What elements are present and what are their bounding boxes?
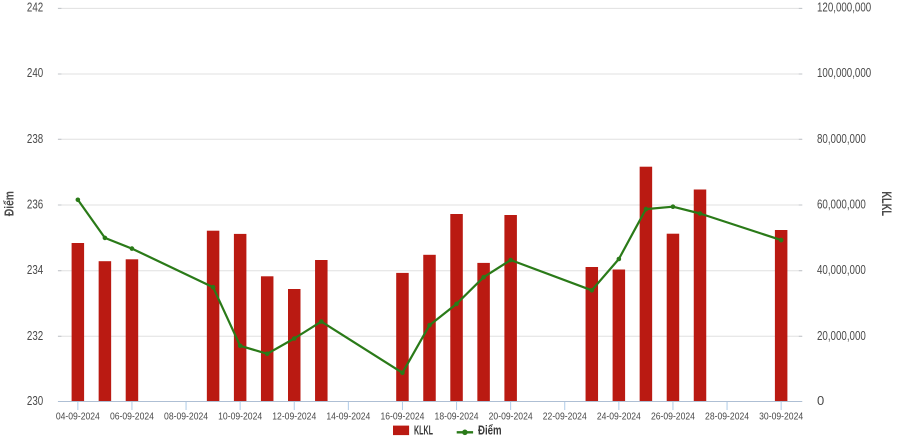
- svg-text:240: 240: [27, 65, 43, 80]
- svg-text:26-09-2024: 26-09-2024: [651, 412, 695, 423]
- svg-text:KLKL: KLKL: [879, 191, 894, 216]
- svg-text:236: 236: [27, 197, 43, 212]
- svg-text:24-09-2024: 24-09-2024: [597, 412, 641, 423]
- svg-text:18-09-2024: 18-09-2024: [435, 412, 479, 423]
- svg-text:20-09-2024: 20-09-2024: [489, 412, 533, 423]
- svg-text:14-09-2024: 14-09-2024: [326, 412, 370, 423]
- svg-text:40,000,000: 40,000,000: [817, 262, 866, 277]
- svg-text:242: 242: [27, 0, 43, 15]
- svg-text:30-09-2024: 30-09-2024: [759, 412, 803, 423]
- svg-text:16-09-2024: 16-09-2024: [380, 412, 424, 423]
- svg-text:KLKL: KLKL: [414, 424, 433, 438]
- svg-text:Điểm: Điểm: [478, 424, 502, 438]
- svg-text:238: 238: [27, 131, 43, 146]
- svg-text:230: 230: [27, 393, 43, 408]
- svg-text:80,000,000: 80,000,000: [817, 131, 866, 146]
- svg-text:232: 232: [27, 328, 43, 343]
- svg-text:12-09-2024: 12-09-2024: [272, 412, 316, 423]
- svg-text:04-09-2024: 04-09-2024: [56, 412, 100, 423]
- svg-text:20,000,000: 20,000,000: [817, 328, 866, 343]
- svg-text:Điểm: Điểm: [2, 191, 17, 216]
- svg-text:234: 234: [27, 262, 43, 277]
- svg-text:06-09-2024: 06-09-2024: [110, 412, 154, 423]
- svg-text:28-09-2024: 28-09-2024: [705, 412, 749, 423]
- svg-text:60,000,000: 60,000,000: [817, 197, 866, 212]
- svg-text:22-09-2024: 22-09-2024: [543, 412, 587, 423]
- svg-text:08-09-2024: 08-09-2024: [164, 412, 208, 423]
- svg-text:10-09-2024: 10-09-2024: [218, 412, 262, 423]
- svg-text:100,000,000: 100,000,000: [817, 65, 871, 80]
- svg-text:120,000,000: 120,000,000: [817, 0, 871, 15]
- svg-text:0: 0: [817, 393, 824, 408]
